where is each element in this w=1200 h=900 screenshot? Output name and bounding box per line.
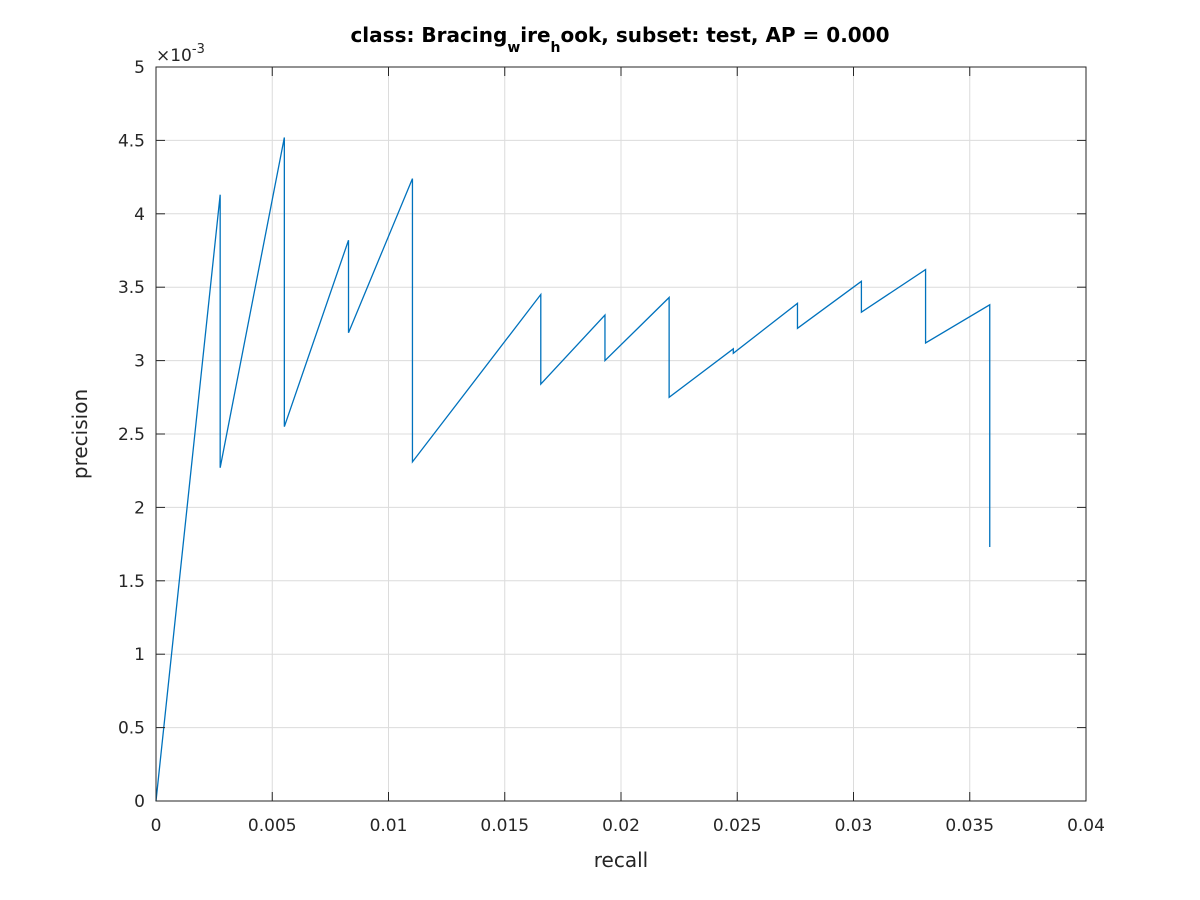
y-tick-label: 5 xyxy=(134,58,145,78)
x-tick-label: 0.03 xyxy=(835,816,873,836)
y-tick-label: 0 xyxy=(134,792,145,812)
x-tick-label: 0 xyxy=(151,816,162,836)
y-exponent-power: -3 xyxy=(192,42,205,57)
x-tick-label: 0.025 xyxy=(713,816,762,836)
y-tick-label: 1 xyxy=(134,645,145,665)
x-axis-label: recall xyxy=(594,848,648,872)
x-tick-label: 0.02 xyxy=(602,816,640,836)
y-tick-label: 4.5 xyxy=(118,131,145,151)
chart-title-subscript-h: h xyxy=(551,40,561,56)
chart-title-mid: ire xyxy=(520,23,550,47)
chart-title: class: Bracingwirehook, subset: test, AP… xyxy=(350,23,889,56)
x-tick-label: 0.04 xyxy=(1067,816,1105,836)
axis-ticks: 0 0.005 0.01 0.015 0.02 0.025 0.03 0.035 0.04 0 0.… xyxy=(118,58,1105,836)
chart-title-subscript-w: w xyxy=(507,40,520,56)
y-tick-label: 0.5 xyxy=(118,719,145,739)
x-tick-label: 0.035 xyxy=(945,816,994,836)
x-tick-label: 0.005 xyxy=(248,816,297,836)
series-layer xyxy=(155,137,991,802)
series-line xyxy=(155,137,991,802)
x-tick-label: 0.01 xyxy=(370,816,408,836)
x-tick-label: 0.015 xyxy=(480,816,529,836)
y-exponent-base: ×10 xyxy=(156,46,192,66)
y-tick-label: 3.5 xyxy=(118,278,145,298)
y-tick-label: 2.5 xyxy=(118,425,145,445)
y-tick-label: 4 xyxy=(134,205,145,225)
y-tick-label: 3 xyxy=(134,352,145,372)
chart-title-suffix: ook, subset: test, AP = 0.000 xyxy=(561,23,890,47)
chart-title-prefix: class: Bracing xyxy=(350,23,507,47)
y-tick-label: 1.5 xyxy=(118,572,145,592)
y-exponent-label: ×10-3 xyxy=(156,42,205,66)
y-tick-label: 2 xyxy=(134,498,145,518)
grid-lines xyxy=(156,67,1086,801)
y-axis-label: precision xyxy=(68,389,92,479)
